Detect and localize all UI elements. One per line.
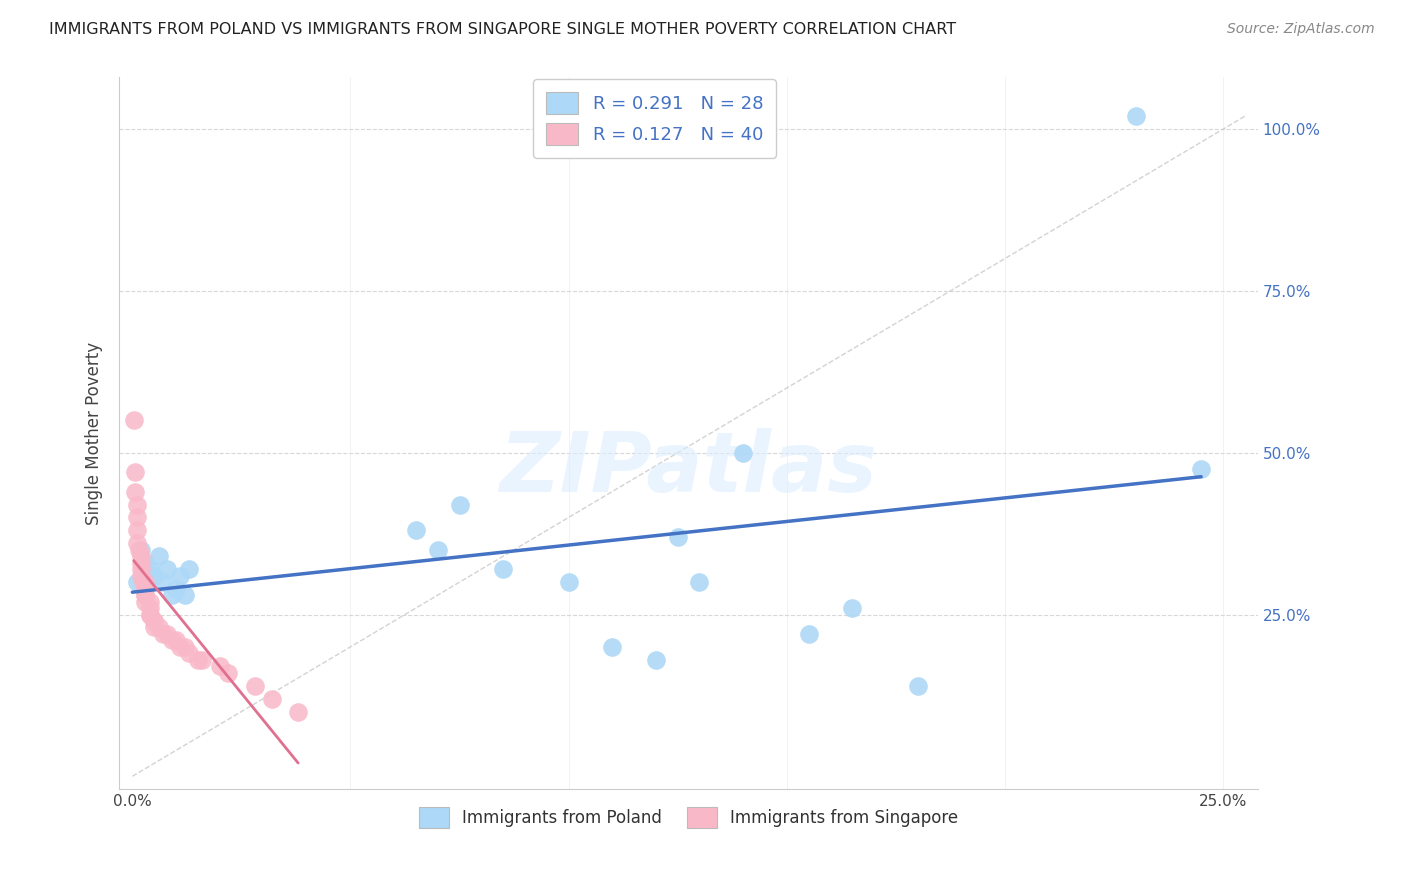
Point [139,562,162,576]
Point [152,627,174,641]
Point [557,575,579,590]
Point [173,588,195,602]
Point [148,620,170,634]
Point [217,665,239,680]
Point [125,524,148,538]
Point [129,549,152,564]
Point [165,633,187,648]
Point [122,413,145,427]
Point [125,498,148,512]
Point [128,542,150,557]
Point [177,562,200,576]
Point [169,568,191,582]
Y-axis label: Single Mother Poverty: Single Mother Poverty [86,342,103,524]
Point [405,524,427,538]
Point [125,536,148,550]
Point [191,653,214,667]
Point [449,498,471,512]
Point [688,575,710,590]
Point [124,484,146,499]
Point [907,679,929,693]
Point [733,446,755,460]
Point [260,691,283,706]
Point [287,705,309,719]
Point [134,556,156,570]
Point [426,542,449,557]
Point [177,646,200,660]
Text: Source: ZipAtlas.com: Source: ZipAtlas.com [1227,22,1375,37]
Point [129,542,152,557]
Point [134,594,156,608]
Point [644,653,666,667]
Point [139,607,162,622]
Point [143,614,166,628]
Point [666,530,689,544]
Point [143,568,166,582]
Point [600,640,623,654]
Point [124,465,146,479]
Point [841,601,863,615]
Point [134,588,156,602]
Point [129,568,152,582]
Point [134,582,156,596]
Point [173,640,195,654]
Point [208,659,231,673]
Point [139,594,162,608]
Point [129,556,152,570]
Text: ZIPatlas: ZIPatlas [499,428,877,509]
Legend: Immigrants from Poland, Immigrants from Singapore: Immigrants from Poland, Immigrants from … [412,801,965,834]
Point [797,627,820,641]
Point [129,562,152,576]
Point [134,588,156,602]
Point [156,562,179,576]
Point [160,633,183,648]
Point [139,607,162,622]
Point [1189,462,1212,476]
Point [132,575,155,590]
Point [156,627,179,641]
Point [169,640,191,654]
Point [143,614,166,628]
Point [143,620,166,634]
Point [187,653,209,667]
Point [243,679,266,693]
Point [125,575,148,590]
Point [134,575,156,590]
Point [160,588,183,602]
Point [139,601,162,615]
Point [125,510,148,524]
Point [492,562,515,576]
Point [152,575,174,590]
Point [165,582,187,596]
Text: IMMIGRANTS FROM POLAND VS IMMIGRANTS FROM SINGAPORE SINGLE MOTHER POVERTY CORREL: IMMIGRANTS FROM POLAND VS IMMIGRANTS FRO… [49,22,956,37]
Point [148,549,170,564]
Point [1125,109,1147,123]
